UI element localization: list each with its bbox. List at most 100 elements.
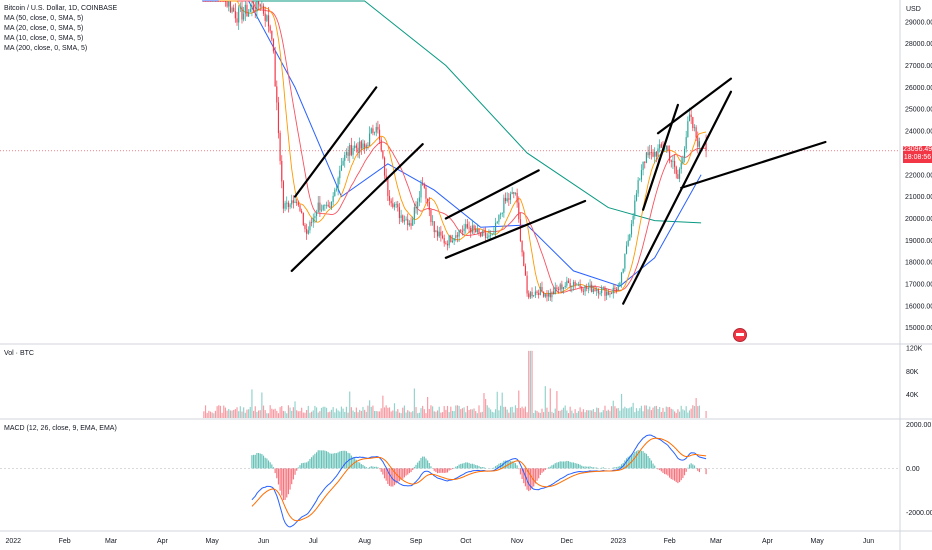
candle-body (239, 6, 241, 8)
candle-body (224, 1, 226, 2)
volume-bar (574, 409, 576, 418)
candle-body (370, 128, 372, 134)
volume-bar (440, 412, 442, 418)
macd-histogram-bar (602, 467, 604, 469)
candle-body (337, 178, 339, 189)
volume-bar (478, 405, 480, 418)
candle-body (451, 240, 454, 243)
macd-histogram-bar (481, 467, 483, 469)
volume-bar (246, 409, 248, 418)
macd-pane-title[interactable]: MACD (12, 26, close, 9, EMA, EMA) (4, 425, 117, 432)
candle-body (319, 202, 321, 211)
candle-body (231, 7, 233, 13)
macd-histogram-bar (518, 468, 520, 470)
macd-histogram-bar (549, 466, 551, 469)
candle-body (390, 200, 392, 204)
candle-body (524, 265, 526, 276)
candle-body (624, 253, 626, 269)
candle-body (204, 1, 207, 2)
candle-body (617, 285, 619, 291)
volume-bar (587, 410, 589, 418)
candle-body (428, 201, 430, 211)
macd-histogram-bar (627, 456, 629, 469)
volume-bar (241, 411, 243, 418)
candle-body (561, 284, 563, 290)
volume-bar (620, 393, 623, 418)
volume-bar (559, 410, 561, 418)
time-axis-tick: Mar (710, 538, 723, 545)
macd-histogram-bar (340, 450, 343, 469)
volume-bar (664, 411, 666, 418)
volume-bar (490, 409, 492, 418)
volume-bar (513, 412, 515, 418)
volume-bar (398, 412, 401, 418)
macd-histogram-bar (284, 468, 286, 500)
volume-bar (456, 405, 459, 418)
macd-histogram-bar (690, 463, 692, 469)
macd-line (251, 434, 707, 528)
volume-bar (606, 410, 608, 418)
candle-body (493, 232, 495, 234)
candle-body (251, 5, 253, 9)
candle-body (478, 229, 480, 233)
candle-body (267, 15, 270, 27)
candle-body (309, 222, 311, 231)
us-flag-icon[interactable] (733, 328, 747, 342)
volume-bar (248, 409, 250, 418)
candle-body (448, 235, 450, 246)
candle-body (619, 282, 621, 286)
volume-bar (466, 405, 468, 418)
macd-histogram-bar (601, 467, 603, 469)
volume-bar (690, 408, 692, 418)
time-axis-tick: Oct (460, 538, 471, 545)
macd-histogram-bar (362, 464, 364, 469)
candle-body (453, 237, 455, 241)
candle-body (355, 145, 357, 148)
candle-body (221, 1, 223, 2)
macd-histogram-bar (377, 467, 379, 469)
candle-body (387, 178, 389, 197)
volume-bar (360, 410, 362, 418)
volume-bar (243, 407, 245, 418)
volume-bar (678, 411, 681, 418)
candle-body (335, 188, 338, 190)
candle-body (301, 210, 303, 213)
macd-histogram-bar (466, 462, 468, 469)
volume-bar (269, 405, 271, 418)
ma200-label[interactable]: MA (200, close, 0, SMA, 5) (4, 45, 88, 52)
volume-bar (441, 412, 444, 418)
volume-pane-title[interactable]: Vol · BTC (4, 350, 34, 357)
macd-histogram-bar (304, 462, 306, 469)
candle-body (687, 121, 689, 138)
candle-body (664, 149, 666, 151)
volume-bar (698, 405, 701, 418)
volume-bar (496, 391, 498, 418)
candle-body (551, 291, 553, 298)
volume-bar (654, 406, 656, 418)
macd-histogram-bar (314, 453, 316, 469)
volume-bar (453, 411, 455, 418)
volume-bar (337, 410, 339, 418)
candle-body (271, 30, 273, 40)
macd-histogram-bar (408, 468, 410, 474)
ma20-label[interactable]: MA (20, close, 0, SMA, 5) (4, 25, 84, 32)
candle-body (257, 1, 260, 5)
volume-bar (611, 406, 613, 418)
ma50-label[interactable]: MA (50, close, 0, SMA, 5) (4, 15, 84, 22)
macd-histogram-bar (647, 455, 649, 469)
volume-bar (635, 408, 638, 418)
macd-histogram-bar (387, 468, 389, 484)
time-axis-tick: Jun (258, 538, 269, 545)
macd-histogram-bar (282, 468, 285, 501)
volume-bar (523, 408, 525, 418)
candle-body (586, 286, 588, 289)
macd-histogram-bar (417, 462, 419, 469)
volume-bar (463, 407, 465, 418)
candle-body (690, 114, 692, 118)
volume-bar (211, 412, 213, 418)
macd-histogram-bar (445, 468, 447, 473)
ma10-label[interactable]: MA (10, close, 0, SMA, 5) (4, 35, 84, 42)
volume-axis-tick: 80K (906, 369, 919, 376)
